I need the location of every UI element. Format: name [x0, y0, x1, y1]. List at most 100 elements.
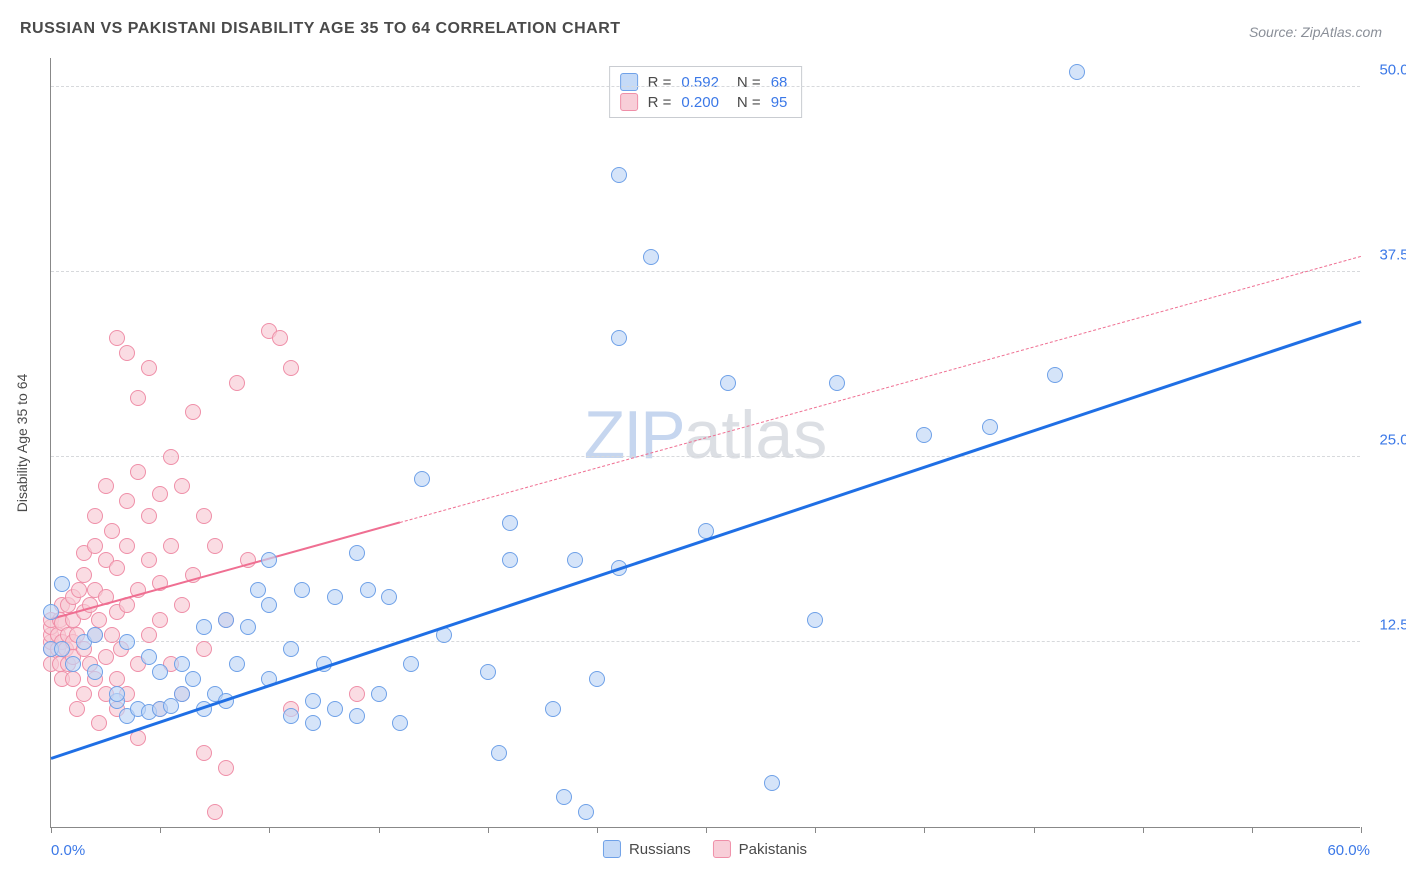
data-point-russians	[720, 375, 736, 391]
data-point-pakistanis	[65, 671, 81, 687]
data-point-russians	[261, 597, 277, 613]
data-point-pakistanis	[141, 508, 157, 524]
data-point-pakistanis	[218, 760, 234, 776]
x-tick	[815, 827, 816, 833]
legend-swatch-pakistanis	[713, 840, 731, 858]
data-point-russians	[611, 330, 627, 346]
data-point-russians	[196, 619, 212, 635]
gridline-h	[51, 271, 1360, 272]
legend-bottom: RussiansPakistanis	[603, 840, 807, 858]
data-point-russians	[283, 641, 299, 657]
data-point-pakistanis	[163, 538, 179, 554]
data-point-russians	[349, 708, 365, 724]
legend-n-label: N =	[737, 94, 761, 111]
x-tick	[1143, 827, 1144, 833]
data-point-pakistanis	[104, 627, 120, 643]
gridline-h	[51, 86, 1360, 87]
data-point-russians	[65, 656, 81, 672]
data-point-pakistanis	[196, 745, 212, 761]
data-point-russians	[982, 419, 998, 435]
data-point-russians	[567, 552, 583, 568]
data-point-pakistanis	[272, 330, 288, 346]
data-point-russians	[1069, 64, 1085, 80]
data-point-pakistanis	[71, 582, 87, 598]
data-point-pakistanis	[152, 612, 168, 628]
data-point-pakistanis	[109, 560, 125, 576]
data-point-pakistanis	[163, 449, 179, 465]
data-point-pakistanis	[87, 508, 103, 524]
data-point-pakistanis	[69, 701, 85, 717]
data-point-russians	[250, 582, 266, 598]
data-point-pakistanis	[152, 486, 168, 502]
data-point-russians	[829, 375, 845, 391]
data-point-russians	[87, 627, 103, 643]
data-point-russians	[43, 604, 59, 620]
data-point-russians	[807, 612, 823, 628]
y-axis-label: Disability Age 35 to 64	[14, 374, 30, 513]
data-point-russians	[294, 582, 310, 598]
data-point-pakistanis	[141, 360, 157, 376]
data-point-russians	[305, 693, 321, 709]
legend-n-label: N =	[737, 74, 761, 91]
data-point-russians	[327, 589, 343, 605]
data-point-pakistanis	[141, 552, 157, 568]
data-point-russians	[174, 656, 190, 672]
data-point-russians	[611, 167, 627, 183]
y-tick-label: 50.0%	[1379, 61, 1406, 78]
x-tick	[160, 827, 161, 833]
data-point-russians	[643, 249, 659, 265]
data-point-russians	[229, 656, 245, 672]
x-min-label: 0.0%	[51, 842, 85, 859]
x-tick	[1252, 827, 1253, 833]
x-max-label: 60.0%	[1327, 842, 1370, 859]
data-point-pakistanis	[91, 612, 107, 628]
legend-r-label: R =	[648, 74, 672, 91]
y-tick-label: 12.5%	[1379, 616, 1406, 633]
data-point-pakistanis	[109, 671, 125, 687]
data-point-pakistanis	[98, 649, 114, 665]
plot-area: ZIPatlas R =0.592N =68R =0.200N =95 12.5…	[50, 58, 1360, 828]
data-point-russians	[589, 671, 605, 687]
data-point-russians	[185, 671, 201, 687]
data-point-pakistanis	[104, 523, 120, 539]
data-point-russians	[119, 634, 135, 650]
data-point-pakistanis	[196, 508, 212, 524]
gridline-h	[51, 456, 1360, 457]
data-point-pakistanis	[109, 330, 125, 346]
data-point-pakistanis	[196, 641, 212, 657]
data-point-pakistanis	[207, 538, 223, 554]
data-point-pakistanis	[98, 478, 114, 494]
data-point-russians	[491, 745, 507, 761]
watermark-zip: ZIP	[584, 397, 684, 473]
data-point-pakistanis	[119, 493, 135, 509]
data-point-russians	[141, 649, 157, 665]
legend-item-pakistanis: Pakistanis	[713, 840, 807, 858]
chart-container: Disability Age 35 to 64 ZIPatlas R =0.59…	[50, 58, 1360, 828]
data-point-pakistanis	[76, 686, 92, 702]
data-point-russians	[916, 427, 932, 443]
legend-swatch-russians	[620, 73, 638, 91]
data-point-russians	[327, 701, 343, 717]
data-point-russians	[174, 686, 190, 702]
data-point-russians	[54, 641, 70, 657]
data-point-pakistanis	[229, 375, 245, 391]
data-point-pakistanis	[76, 567, 92, 583]
data-point-russians	[218, 612, 234, 628]
data-point-pakistanis	[141, 627, 157, 643]
legend-swatch-russians	[603, 840, 621, 858]
x-tick	[269, 827, 270, 833]
data-point-russians	[392, 715, 408, 731]
data-point-russians	[1047, 367, 1063, 383]
data-point-russians	[480, 664, 496, 680]
y-tick-label: 37.5%	[1379, 246, 1406, 263]
legend-stats-box: R =0.592N =68R =0.200N =95	[609, 66, 803, 118]
data-point-pakistanis	[207, 804, 223, 820]
x-tick	[924, 827, 925, 833]
data-point-russians	[261, 552, 277, 568]
data-point-pakistanis	[91, 715, 107, 731]
legend-n-value-russians: 68	[771, 74, 788, 91]
chart-title: RUSSIAN VS PAKISTANI DISABILITY AGE 35 T…	[20, 20, 621, 38]
data-point-pakistanis	[174, 478, 190, 494]
data-point-russians	[545, 701, 561, 717]
data-point-russians	[283, 708, 299, 724]
